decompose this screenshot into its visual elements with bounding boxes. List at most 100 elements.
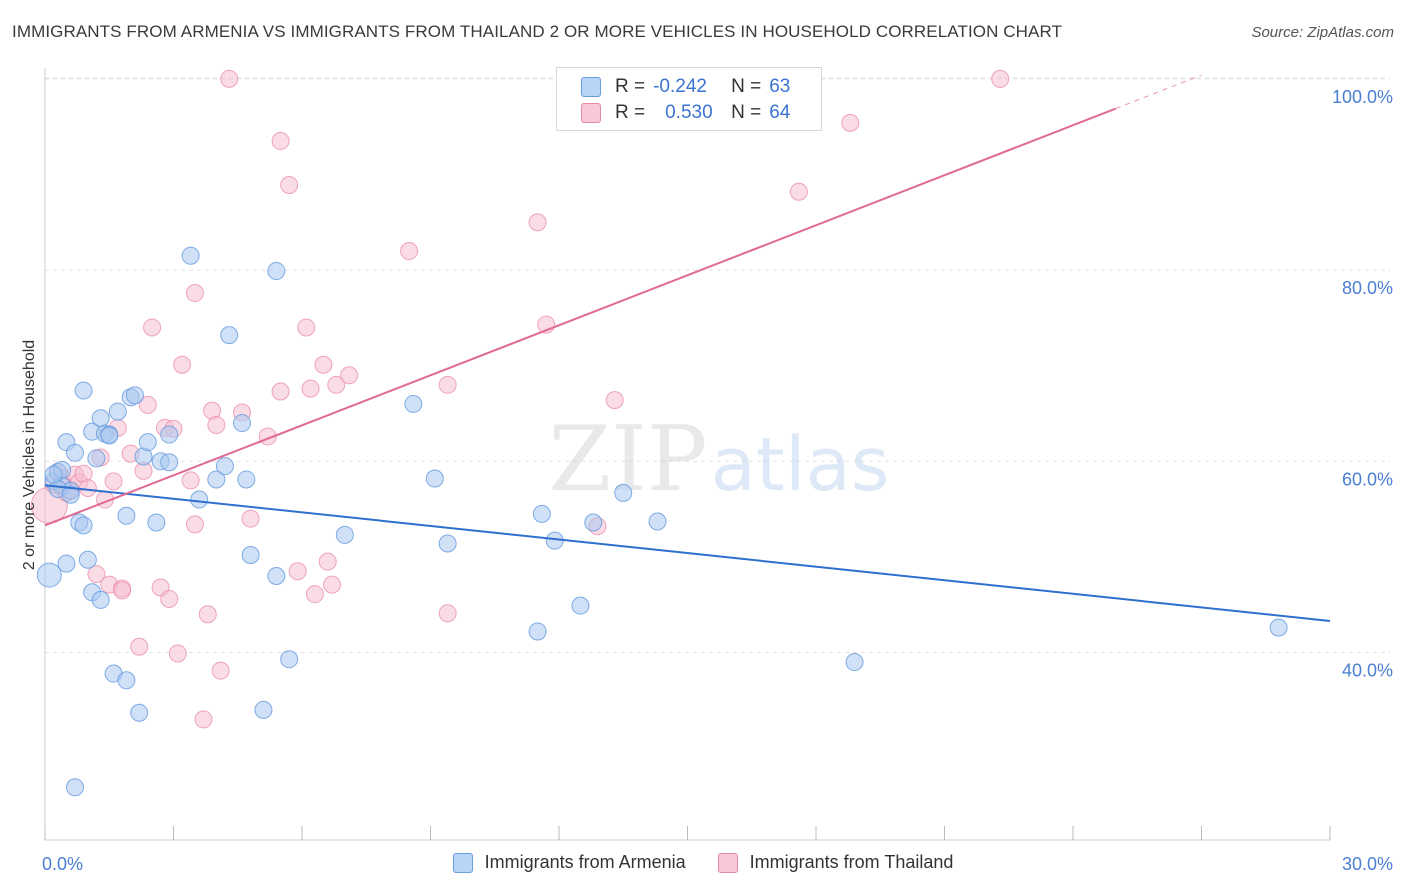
series-thailand-points bbox=[30, 69, 1010, 729]
point-armenia bbox=[74, 516, 93, 535]
point-thailand bbox=[185, 515, 204, 534]
legend-n-value: 63 bbox=[769, 76, 791, 97]
legend-item-thailand: Immigrants from Thailand bbox=[717, 852, 954, 873]
point-armenia bbox=[91, 409, 110, 428]
legend-n-label: N = bbox=[731, 76, 762, 97]
point-thailand bbox=[327, 375, 346, 394]
point-thailand bbox=[991, 69, 1010, 88]
point-thailand bbox=[198, 605, 217, 624]
legend-label-thailand: Immigrants from Thailand bbox=[749, 852, 954, 872]
point-thailand bbox=[104, 472, 123, 491]
point-armenia bbox=[147, 513, 166, 532]
point-thailand bbox=[173, 355, 192, 374]
point-armenia bbox=[207, 470, 226, 489]
y-axis-label: 2 or more Vehicles in Household bbox=[21, 340, 38, 570]
point-thailand bbox=[185, 284, 204, 303]
point-armenia bbox=[61, 485, 80, 504]
point-thailand bbox=[297, 318, 316, 337]
tick-labels: 40.0% 60.0% 80.0% 100.0% 0.0% 30.0% bbox=[42, 87, 1393, 874]
point-thailand bbox=[168, 644, 187, 663]
legend-r-label: R = bbox=[615, 102, 646, 123]
point-armenia bbox=[267, 262, 286, 281]
point-armenia bbox=[845, 653, 864, 672]
point-armenia bbox=[65, 778, 84, 797]
point-armenia bbox=[57, 554, 76, 573]
trend-line-armenia bbox=[44, 484, 1331, 622]
point-thailand bbox=[322, 575, 341, 594]
point-armenia bbox=[425, 469, 444, 488]
point-armenia bbox=[571, 596, 590, 615]
point-thailand bbox=[841, 113, 860, 132]
legend-r-label: R = bbox=[615, 76, 646, 97]
point-thailand bbox=[314, 355, 333, 374]
point-thailand bbox=[87, 565, 106, 584]
series-legend: Immigrants from Armenia Immigrants from … bbox=[0, 852, 1406, 873]
watermark: ZIP atlas bbox=[549, 407, 890, 512]
legend-r-value: -0.242 bbox=[653, 76, 707, 97]
point-armenia bbox=[117, 506, 136, 525]
trend-line-thailand-extension bbox=[1115, 74, 1202, 110]
point-armenia bbox=[614, 483, 633, 502]
point-thailand bbox=[271, 382, 290, 401]
point-thailand bbox=[181, 471, 200, 490]
trend-line-thailand bbox=[44, 107, 1117, 527]
point-armenia bbox=[160, 425, 179, 444]
point-armenia bbox=[528, 622, 547, 641]
point-thailand bbox=[400, 241, 419, 260]
point-armenia bbox=[100, 426, 119, 445]
y-tick-label: 80.0% bbox=[1342, 278, 1393, 298]
point-armenia bbox=[267, 567, 286, 586]
point-thailand bbox=[143, 318, 162, 337]
point-armenia bbox=[36, 562, 62, 588]
point-armenia bbox=[335, 525, 354, 544]
point-armenia bbox=[241, 545, 260, 564]
legend-label-armenia: Immigrants from Armenia bbox=[484, 852, 686, 872]
point-thailand bbox=[318, 552, 337, 571]
point-armenia bbox=[438, 534, 457, 553]
point-thailand bbox=[113, 581, 132, 600]
legend-row-armenia: R = -0.242 N = 63 bbox=[581, 75, 790, 99]
x-tick-label: 30.0% bbox=[1342, 854, 1393, 874]
point-armenia bbox=[44, 465, 63, 484]
y-tick-label: 100.0% bbox=[1332, 87, 1393, 107]
legend-swatch-thailand bbox=[581, 103, 601, 123]
point-thailand bbox=[271, 132, 290, 151]
y-tick-label: 60.0% bbox=[1342, 469, 1393, 489]
point-armenia bbox=[1269, 618, 1288, 637]
legend-r-value: 0.530 bbox=[665, 102, 713, 123]
point-thailand bbox=[528, 213, 547, 232]
legend-row-thailand: R = 0.530 N = 64 bbox=[581, 101, 790, 125]
point-armenia bbox=[220, 326, 239, 345]
point-armenia bbox=[181, 246, 200, 265]
point-armenia bbox=[108, 402, 127, 421]
point-thailand bbox=[207, 415, 226, 434]
point-armenia bbox=[584, 513, 603, 532]
axes bbox=[44, 68, 1331, 841]
point-armenia bbox=[215, 457, 234, 476]
chart-title: IMMIGRANTS FROM ARMENIA VS IMMIGRANTS FR… bbox=[12, 22, 1063, 41]
point-thailand bbox=[305, 585, 324, 604]
point-armenia bbox=[91, 590, 110, 609]
point-armenia bbox=[404, 394, 423, 413]
correlation-legend: R = -0.242 N = 63 R = 0.530 N = 64 bbox=[556, 67, 822, 131]
legend-n-value: 64 bbox=[769, 102, 791, 123]
point-armenia bbox=[87, 449, 106, 468]
point-thailand bbox=[288, 562, 307, 581]
legend-n-label: N = bbox=[731, 102, 762, 123]
point-armenia bbox=[78, 550, 97, 569]
point-thailand bbox=[241, 509, 260, 528]
point-armenia bbox=[138, 433, 157, 452]
point-thailand bbox=[438, 604, 457, 623]
grid-lines bbox=[45, 77, 1390, 653]
legend-swatch-armenia bbox=[581, 77, 601, 97]
point-thailand bbox=[130, 637, 149, 656]
point-armenia bbox=[125, 386, 144, 405]
legend-swatch-thailand bbox=[717, 852, 738, 873]
point-armenia bbox=[74, 381, 93, 400]
trend-lines bbox=[44, 74, 1331, 622]
point-thailand bbox=[138, 395, 157, 414]
source-label: Source: ZipAtlas.com bbox=[1251, 24, 1394, 41]
point-thailand bbox=[194, 710, 213, 729]
point-thailand bbox=[301, 379, 320, 398]
